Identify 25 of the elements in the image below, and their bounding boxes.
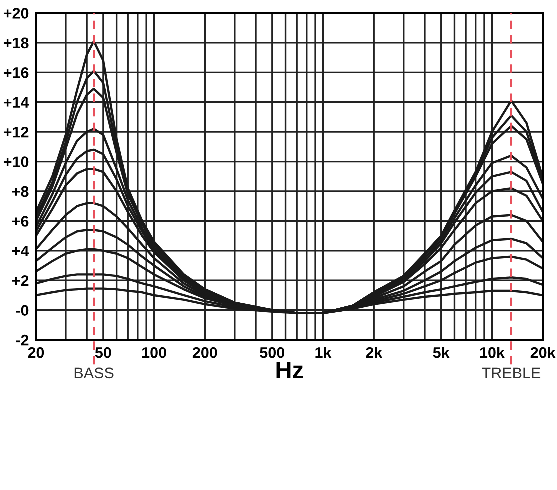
y-tick-label: +2 xyxy=(12,276,29,286)
x-tick-label: 50 xyxy=(95,347,112,358)
x-tick-label: 2k xyxy=(366,347,383,358)
y-tick-label: +20 xyxy=(4,8,29,19)
y-tick-label: +8 xyxy=(12,186,29,198)
y-tick-label: +6 xyxy=(12,216,29,227)
ref-line-label: BASS xyxy=(74,368,114,379)
x-tick-label: 200 xyxy=(192,347,218,358)
x-tick-label: 100 xyxy=(142,347,166,358)
y-tick-label: +4 xyxy=(12,246,30,256)
y-tick-label: +12 xyxy=(4,126,29,138)
x-tick-label: 20 xyxy=(28,347,44,358)
y-tick-label: +16 xyxy=(4,68,29,78)
ref-line-label: TREBLE xyxy=(482,368,541,378)
x-axis-title: Hz xyxy=(276,362,304,378)
y-tick-label: -2 xyxy=(16,334,29,346)
x-tick-label: 1k xyxy=(316,347,332,358)
y-tick-label: +10 xyxy=(4,156,29,168)
x-tick-label: 5k xyxy=(433,347,450,358)
x-tick-label: 500 xyxy=(260,347,285,358)
x-tick-label: 20k xyxy=(530,347,556,358)
y-tick-label: +14 xyxy=(4,97,30,108)
y-tick-label: -0 xyxy=(16,305,29,316)
y-tick-label: +18 xyxy=(4,38,29,49)
x-tick-label: 10k xyxy=(480,347,505,358)
